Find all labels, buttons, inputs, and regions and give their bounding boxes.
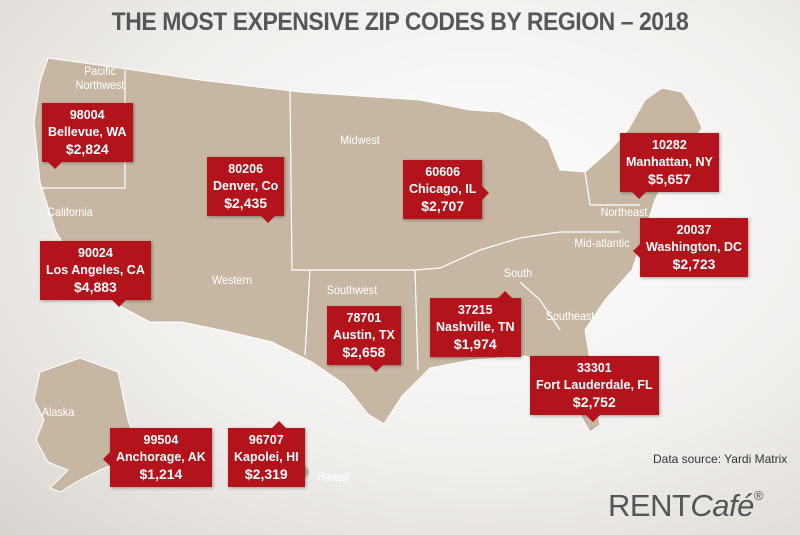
rent: $4,883	[74, 279, 117, 295]
zip-code: 99504	[143, 433, 179, 447]
pointer	[586, 415, 600, 429]
zip-code: 10282	[652, 138, 687, 152]
pointer	[112, 300, 126, 314]
region-label: California	[47, 205, 93, 219]
zip-code: 20037	[676, 223, 712, 237]
callout: 37215 Nashville, TN $1,974	[430, 291, 521, 357]
rent: $2,824	[65, 141, 109, 157]
border	[304, 269, 311, 356]
region-label: Southeast	[545, 309, 595, 323]
zip-code: 33301	[576, 361, 612, 375]
pointer	[369, 365, 383, 379]
data-source: Data source: Yardi Matrix	[653, 452, 788, 466]
callout: 60606 Chicago, IL $2,707	[403, 160, 490, 219]
pointer	[498, 284, 512, 298]
city: Kapolei, HI	[234, 450, 299, 464]
city: Denver, Co	[213, 179, 279, 193]
region-label: South	[503, 266, 533, 280]
city: Manhattan, NY	[626, 155, 713, 169]
callout: 78701 Austin, TX $2,658	[327, 306, 401, 372]
pointer	[272, 414, 286, 428]
region-label: Mid-atlantic	[574, 236, 630, 250]
zip-code: 98004	[69, 108, 105, 122]
pointer	[261, 216, 275, 230]
title: THE MOST EXPENSIVE ZIP CODES BY REGION –…	[111, 8, 689, 36]
region-label: Western	[211, 273, 253, 287]
callout: 10282 Manhattan, NY $5,657	[620, 133, 719, 199]
city: Nashville, TN	[436, 320, 515, 334]
city: Austin, TX	[333, 328, 395, 342]
city: Anchorage, AK	[116, 450, 206, 464]
callout: 33301 Fort Lauderdale, FL $2,752	[530, 356, 659, 422]
pointer	[482, 186, 496, 200]
zip-code: 78701	[346, 311, 382, 325]
rent: $5,657	[647, 171, 691, 187]
rent: $2,752	[572, 394, 616, 410]
rent: $2,723	[672, 256, 716, 272]
city: Washington, DC	[646, 240, 743, 254]
border	[414, 231, 620, 271]
logo-rent: RENT	[608, 488, 691, 523]
zip-code: 60606	[425, 165, 461, 179]
callout: 99504 Anchorage, AK $1,214	[103, 428, 212, 487]
rent: $2,707	[421, 198, 465, 214]
pointer	[632, 192, 646, 206]
logo-cafe: Café	[690, 488, 754, 523]
callout: 96707 Kapolei, HI $2,319	[228, 421, 305, 487]
logo-mark: ®	[753, 488, 764, 503]
callout: 20037 Washington, DC $2,723	[633, 218, 749, 277]
rent: $2,435	[224, 195, 268, 211]
zip-code: 90024	[78, 246, 113, 260]
rent: $1,214	[139, 466, 183, 482]
region-label: Southwest	[326, 283, 378, 297]
region-label: Alaska	[41, 405, 75, 419]
zip-code: 96707	[248, 433, 284, 447]
city: Bellevue, WA	[48, 125, 127, 139]
rent: $1,974	[453, 336, 497, 352]
region-label: Hawaii	[316, 470, 350, 484]
border	[519, 281, 561, 331]
zip-code: 80206	[228, 162, 264, 176]
region-label: Northeast	[600, 205, 648, 219]
callout: 90024 Los Angeles, CA $4,883	[40, 241, 151, 307]
callout: 98004 Bellevue, WA $2,824	[42, 103, 133, 169]
border	[289, 89, 419, 371]
city: Los Angeles, CA	[46, 263, 145, 277]
pointer	[48, 162, 62, 176]
rent: $2,658	[342, 344, 386, 360]
city: Fort Lauderdale, FL	[536, 378, 653, 392]
zip-code: 37215	[457, 303, 493, 317]
logo: RENTCafé®	[608, 488, 763, 524]
rent: $2,319	[244, 466, 288, 482]
region-label: Midwest	[340, 133, 380, 147]
city: Chicago, IL	[409, 182, 477, 196]
border	[584, 171, 640, 206]
pointer	[626, 244, 640, 258]
callout: 80206 Denver, Co $2,435	[207, 157, 285, 223]
us-mainland	[33, 57, 703, 433]
pointer	[96, 452, 110, 466]
region-label: Pacific Northwest	[75, 64, 125, 92]
